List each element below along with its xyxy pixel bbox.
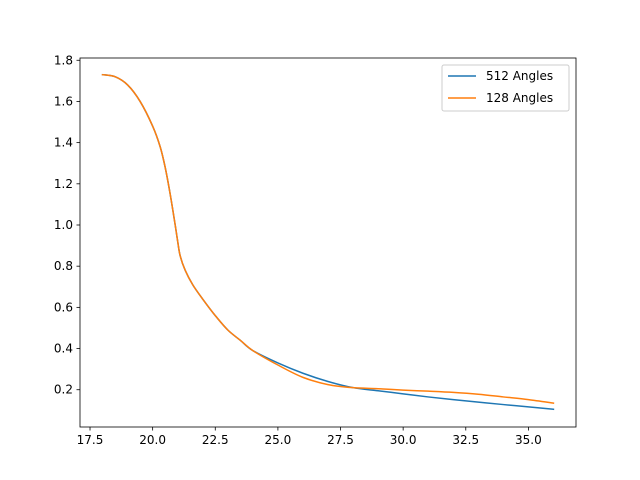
y-axis-ticks: 0.2 0.4 0.6 0.8 1.0 1.2 1.4 1.6 1.8 xyxy=(54,53,80,397)
y-tick-label: 0.8 xyxy=(54,259,73,273)
legend-label-1: 512 Angles xyxy=(486,69,553,83)
x-tick-label: 20.0 xyxy=(139,433,166,447)
legend-label-2: 128 Angles xyxy=(486,91,553,105)
legend-entries: 512 Angles 128 Angles xyxy=(448,69,553,105)
x-tick-label: 22.5 xyxy=(202,433,229,447)
y-tick-label: 1.4 xyxy=(54,136,73,150)
y-tick-label: 1.0 xyxy=(54,218,73,232)
x-axis-ticks: 17.5 20.0 22.5 25.0 27.5 30.0 32.5 35.0 xyxy=(77,427,542,447)
series-line-2 xyxy=(101,73,555,404)
legend: 512 Angles 128 Angles xyxy=(441,64,570,112)
y-tick-label: 0.6 xyxy=(54,300,73,314)
y-tick-label: 1.6 xyxy=(54,94,73,108)
x-tick-label: 25.0 xyxy=(265,433,292,447)
y-tick-label: 1.2 xyxy=(54,177,73,191)
x-tick-label: 35.0 xyxy=(515,433,542,447)
x-tick-label: 32.5 xyxy=(452,433,479,447)
plot-frame xyxy=(79,57,577,428)
y-tick-label: 0.4 xyxy=(54,342,73,356)
x-tick-label: 17.5 xyxy=(77,433,104,447)
x-tick-label: 30.0 xyxy=(390,433,417,447)
series-layer xyxy=(101,73,555,411)
x-tick-label: 27.5 xyxy=(327,433,354,447)
y-tick-label: 1.8 xyxy=(54,53,73,67)
y-tick-label: 0.2 xyxy=(54,383,73,397)
